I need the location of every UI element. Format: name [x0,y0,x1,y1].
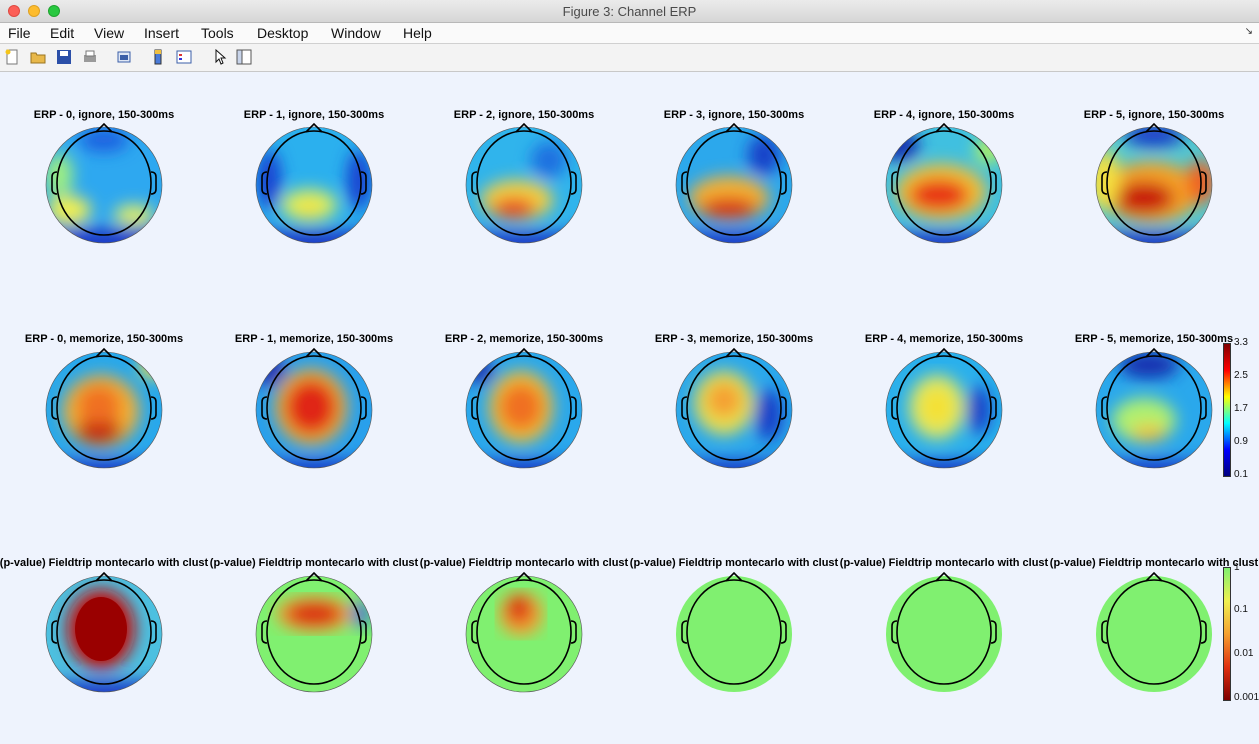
plot-title: (p-value) Fieldtrip montecarlo with clus… [839,557,1049,569]
property-editor-icon[interactable] [236,49,252,65]
erp-colorbar [1223,343,1231,477]
menu-view[interactable]: View [94,25,125,41]
topoplot [465,571,583,693]
colorbar-tick: 0.1 [1234,604,1248,615]
menu-dock-arrow-icon[interactable]: ↘ [1244,26,1253,37]
close-window-button[interactable] [8,5,20,17]
figure-toolbar [0,44,1259,72]
menu-insert[interactable]: Insert [144,25,180,41]
menu-file[interactable]: File [8,25,31,41]
figure-canvas: ERP - 0, ignore, 150-300ms ERP - 1, igno… [0,72,1259,744]
colorbar-icon[interactable] [150,49,166,65]
open-folder-icon[interactable] [30,49,46,65]
new-figure-icon[interactable] [4,49,20,65]
colorbar-tick: 3.3 [1234,337,1248,348]
topoplot [885,122,1003,244]
save-icon[interactable] [56,49,72,65]
colorbar-tick: 1 [1234,562,1240,573]
topoplot [465,122,583,244]
topoplot [885,347,1003,469]
legend-icon[interactable] [176,49,192,65]
menu-desktop[interactable]: Desktop [257,25,309,41]
topoplot [45,571,163,693]
topoplot [255,347,373,469]
menu-edit[interactable]: Edit [50,25,75,41]
plot-title: (p-value) Fieldtrip montecarlo with clus… [629,557,839,569]
print-icon[interactable] [82,49,98,65]
plot-title: ERP - 3, memorize, 150-300ms [654,333,814,345]
topoplot [675,122,793,244]
print-preview-icon[interactable] [116,49,132,65]
plot-title: ERP - 0, memorize, 150-300ms [24,333,184,345]
plot-title: ERP - 2, memorize, 150-300ms [444,333,604,345]
topoplot [45,122,163,244]
topoplot [1095,347,1213,469]
menu-tools[interactable]: Tools [201,25,234,41]
menu-bar: File Edit View Insert Tools Desktop Wind… [0,23,1259,44]
plot-title: ERP - 4, memorize, 150-300ms [864,333,1024,345]
colorbar-tick: 0.9 [1234,436,1248,447]
topoplot [886,571,1002,692]
plot-title: ERP - 1, memorize, 150-300ms [234,333,394,345]
zoom-window-button[interactable] [48,5,60,17]
topoplot [1096,571,1212,692]
pointer-icon[interactable] [212,49,228,65]
plot-title: ERP - 3, ignore, 150-300ms [663,109,805,121]
topoplot [255,122,373,244]
window-titlebar: Figure 3: Channel ERP [0,0,1259,23]
plot-title: ERP - 5, memorize, 150-300ms [1074,333,1234,345]
plot-title: ERP - 4, ignore, 150-300ms [873,109,1015,121]
colorbar-tick: 1.7 [1234,403,1248,414]
plot-title: (p-value) Fieldtrip montecarlo with clus… [0,557,209,569]
pvalue-colorbar [1223,567,1231,701]
topoplot [465,347,583,469]
topoplot [676,571,792,692]
colorbar-tick: 0.001 [1234,692,1259,703]
colorbar-tick: 0.1 [1234,469,1248,480]
plot-title: ERP - 0, ignore, 150-300ms [33,109,175,121]
plot-title: ERP - 1, ignore, 150-300ms [243,109,385,121]
plot-title: (p-value) Fieldtrip montecarlo with clus… [209,557,419,569]
colorbar-tick: 0.01 [1234,648,1254,659]
topoplot [45,347,163,469]
window-title: Figure 3: Channel ERP [562,4,697,19]
topoplot [675,347,793,469]
plot-title: ERP - 5, ignore, 150-300ms [1083,109,1225,121]
plot-title: (p-value) Fieldtrip montecarlo with clus… [1049,557,1259,569]
topoplot [255,571,373,693]
menu-window[interactable]: Window [331,25,381,41]
plot-title: ERP - 2, ignore, 150-300ms [453,109,595,121]
plot-title: (p-value) Fieldtrip montecarlo with clus… [419,557,629,569]
menu-help[interactable]: Help [403,25,432,41]
minimize-window-button[interactable] [28,5,40,17]
colorbar-tick: 2.5 [1234,370,1248,381]
topoplot [1095,122,1213,244]
